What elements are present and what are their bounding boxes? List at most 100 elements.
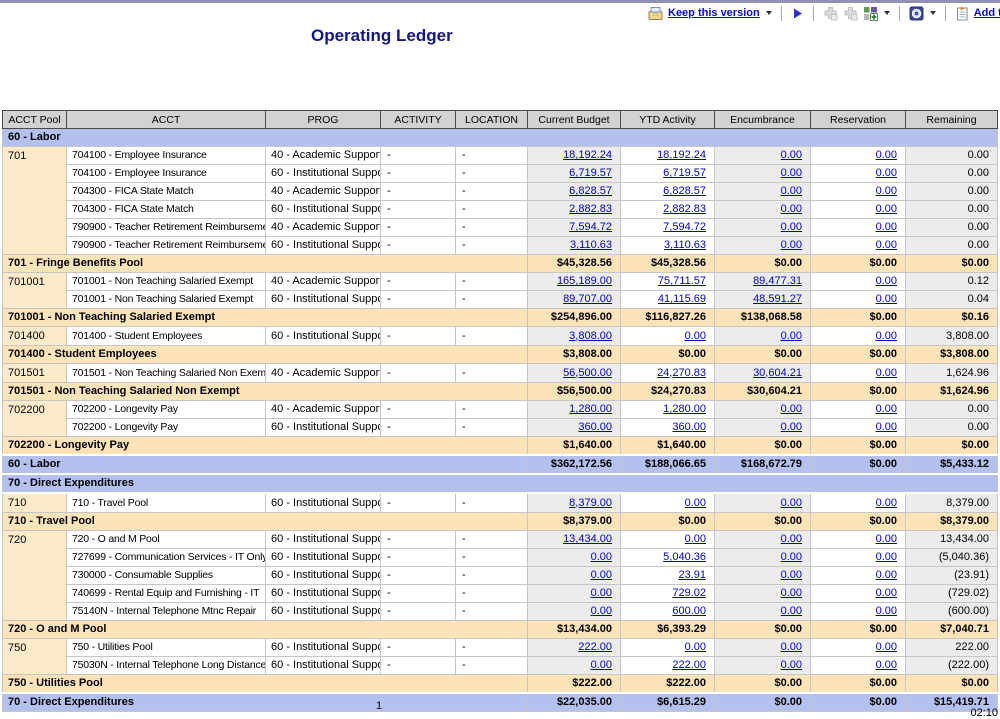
ytd-activity-value: $116,827.26	[620, 308, 715, 327]
drill-through-link[interactable]: 6,828.57	[569, 185, 612, 197]
drill-through-link[interactable]: 0.00	[875, 329, 897, 342]
drill-through-link[interactable]: 0.00	[875, 605, 897, 617]
drill-through-link[interactable]: 2,882.83	[569, 203, 612, 215]
drill-through-link[interactable]: 0.00	[780, 496, 802, 509]
drill-through-link[interactable]: 75,711.57	[657, 275, 706, 287]
drill-through-link[interactable]: 0.00	[875, 641, 897, 653]
drill-through-link[interactable]: 600.00	[672, 605, 706, 617]
drill-through-link[interactable]: 41,115.69	[657, 293, 706, 305]
drill-through-link[interactable]: 0.00	[875, 275, 897, 287]
drill-through-link[interactable]: 8,379.00	[569, 496, 612, 509]
drill-through-link[interactable]: 0.00	[875, 551, 897, 563]
drill-through-link[interactable]: 165,189.00	[556, 275, 612, 287]
drill-through-link[interactable]: 3,808.00	[569, 329, 612, 342]
drill-through-link[interactable]: 3,110.63	[663, 239, 706, 251]
drill-through-link[interactable]: 0.00	[590, 659, 612, 671]
remaining-value: $3,808.00	[905, 345, 998, 364]
drill-through-link[interactable]: 6,719.57	[663, 167, 706, 179]
drill-through-link[interactable]: 0.00	[780, 167, 802, 179]
drill-through-link[interactable]: 0.00	[875, 496, 897, 509]
drill-through-link[interactable]: 0.00	[590, 569, 612, 581]
drill-through-link[interactable]: 0.00	[875, 569, 897, 581]
drill-through-link[interactable]: 0.00	[684, 496, 706, 509]
drill-through-link[interactable]: 0.00	[875, 421, 897, 433]
pool-subtotal-row: 702200 - Longevity Pay $1,640.00 $1,640.00…	[2, 436, 998, 456]
encumbrance-value-cell: 0.00	[714, 236, 811, 255]
keep-version-link[interactable]: Keep this version	[668, 7, 760, 19]
drill-through-link[interactable]: 3,110.63	[569, 239, 612, 251]
drill-through-link[interactable]: 222.00	[672, 659, 706, 671]
drill-through-link[interactable]: 56,500.00	[563, 366, 612, 379]
drill-through-link[interactable]: 0.00	[780, 221, 802, 233]
column-header: PROG	[265, 110, 381, 129]
add-to-portal-icon[interactable]	[863, 6, 878, 21]
run-report-icon[interactable]	[791, 7, 804, 20]
drill-through-link[interactable]: 0.00	[684, 533, 706, 545]
reservation-value: $0.00	[810, 512, 906, 531]
drill-through-link[interactable]: 0.00	[780, 659, 802, 671]
drill-through-link[interactable]: 5,040.36	[663, 551, 706, 563]
drill-through-link[interactable]: 0.00	[780, 149, 802, 161]
drill-through-link[interactable]: 0.00	[875, 587, 897, 599]
drill-through-link[interactable]: 18,192.24	[563, 149, 612, 161]
keep-version-icon[interactable]	[648, 6, 663, 21]
add-report-icon[interactable]	[955, 6, 969, 21]
drill-through-link[interactable]: 48,591.27	[753, 293, 802, 305]
drill-through-link[interactable]: 0.00	[780, 569, 802, 581]
drill-through-link[interactable]: 0.00	[780, 185, 802, 197]
drill-through-link[interactable]: 0.00	[875, 366, 897, 379]
drill-through-link[interactable]: 0.00	[875, 221, 897, 233]
drill-through-link[interactable]: 0.00	[875, 659, 897, 671]
drill-through-link[interactable]: 0.00	[875, 203, 897, 215]
add-report-link[interactable]: Add this rep	[973, 7, 1000, 19]
drill-through-link[interactable]: 1,280.00	[663, 403, 706, 415]
drill-through-link[interactable]: 0.00	[780, 203, 802, 215]
drill-through-link[interactable]: 0.00	[780, 641, 802, 653]
drill-through-link[interactable]: 0.00	[590, 587, 612, 599]
drill-through-link[interactable]: 0.00	[875, 239, 897, 251]
drill-through-link[interactable]: 0.00	[875, 149, 897, 161]
drill-through-link[interactable]: 0.00	[875, 533, 897, 545]
drill-through-link[interactable]: 13,434.00	[563, 533, 612, 545]
keep-version-dropdown-icon[interactable]	[765, 11, 772, 15]
drill-through-link[interactable]: 24,270.83	[657, 366, 706, 379]
drill-through-link[interactable]: 0.00	[780, 551, 802, 563]
drill-through-link[interactable]: 6,828.57	[663, 185, 706, 197]
drill-through-link[interactable]: 0.00	[875, 167, 897, 179]
add-to-portal-dropdown-icon[interactable]	[883, 11, 890, 15]
drill-through-link[interactable]: 360.00	[578, 421, 612, 433]
drill-through-link[interactable]: 0.00	[684, 641, 706, 653]
drill-through-link[interactable]: 2,882.83	[663, 203, 706, 215]
report-toolbar: Keep this version Add this rep	[648, 4, 1000, 22]
drill-through-link[interactable]: 30,604.21	[753, 366, 802, 379]
view-format-icon[interactable]	[909, 6, 924, 21]
drill-through-link[interactable]: 0.00	[780, 533, 802, 545]
drill-through-link[interactable]: 89,707.00	[563, 293, 612, 305]
drill-through-link[interactable]: 0.00	[684, 329, 706, 342]
drill-through-link[interactable]: 0.00	[590, 605, 612, 617]
drill-through-link[interactable]: 1,280.00	[569, 403, 612, 415]
drill-through-link[interactable]: 7,594.72	[663, 221, 706, 233]
drill-through-link[interactable]: 0.00	[875, 403, 897, 415]
drill-through-link[interactable]: 0.00	[780, 587, 802, 599]
drill-through-link[interactable]: 0.00	[780, 329, 802, 342]
drill-through-link[interactable]: 23.91	[678, 569, 706, 581]
drill-through-link[interactable]: 222.00	[578, 641, 612, 653]
drill-through-link[interactable]: 7,594.72	[569, 221, 612, 233]
drill-through-link[interactable]: 0.00	[780, 239, 802, 251]
drill-through-link[interactable]: 360.00	[672, 421, 706, 433]
drill-through-link[interactable]: 0.00	[590, 551, 612, 563]
column-header: Reservation	[810, 110, 906, 129]
drill-through-link[interactable]: 0.00	[875, 185, 897, 197]
drill-through-link[interactable]: 18,192.24	[657, 149, 706, 161]
drill-through-link[interactable]: 729.02	[672, 587, 706, 599]
drill-through-link[interactable]: 0.00	[780, 605, 802, 617]
drill-through-link[interactable]: 0.00	[875, 293, 897, 305]
drill-through-link[interactable]: 0.00	[780, 403, 802, 415]
drill-through-link[interactable]: 0.00	[780, 421, 802, 433]
encumbrance-value-cell: 0.00	[714, 418, 811, 437]
view-format-dropdown-icon[interactable]	[929, 11, 936, 15]
drill-through-link[interactable]: 89,477.31	[753, 275, 802, 287]
drill-through-link[interactable]: 6,719.57	[569, 167, 612, 179]
detail-row: 704100 - Employee Insurance 60 - Institut…	[3, 164, 998, 183]
